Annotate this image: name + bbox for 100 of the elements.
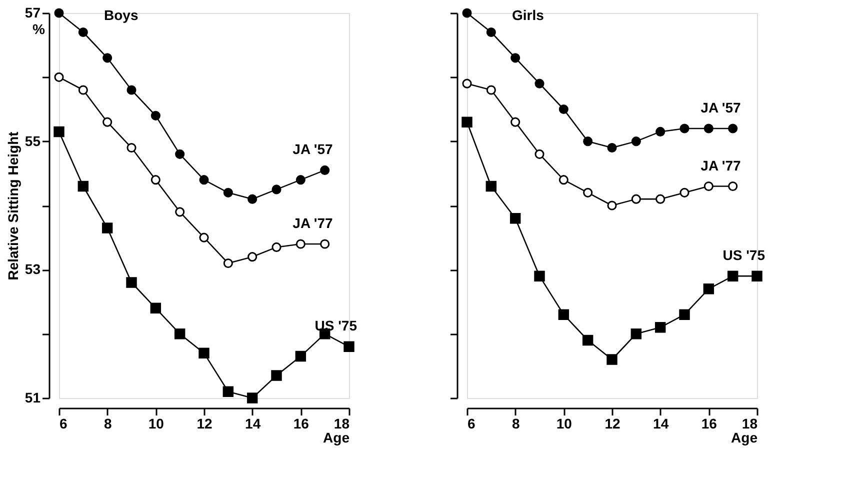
point [174, 328, 186, 340]
point [607, 200, 617, 210]
point [728, 124, 738, 134]
x-tick-label: 12 [604, 416, 620, 432]
point [679, 309, 690, 320]
y-tick-label: 57 [24, 4, 41, 20]
series-label: JA '57 [700, 100, 742, 116]
series-label: JA '57 [292, 141, 334, 158]
y-tick-label: 55 [24, 132, 41, 149]
point [703, 284, 714, 294]
point [102, 117, 112, 127]
point [630, 328, 642, 340]
point [54, 126, 64, 138]
x-tick-label: 14 [653, 416, 669, 432]
x-tick-label: 6 [468, 416, 476, 432]
point [486, 85, 496, 95]
point [606, 354, 618, 365]
point [486, 180, 497, 192]
point [272, 242, 282, 252]
point [656, 126, 666, 136]
point [199, 175, 209, 185]
point [198, 348, 210, 358]
point [248, 252, 258, 262]
x-tick-label: 10 [556, 416, 572, 432]
point [102, 53, 112, 63]
point [583, 136, 593, 146]
point [126, 85, 136, 95]
point [510, 117, 520, 127]
chart-title: Girls [512, 7, 544, 23]
point [656, 194, 666, 204]
x-axis-title: Age [731, 430, 758, 446]
point [704, 181, 714, 192]
x-tick-label: 10 [148, 416, 164, 432]
point [126, 142, 136, 153]
x-tick-label: 6 [60, 416, 68, 432]
point [150, 110, 160, 120]
x-tick-label: 8 [512, 416, 520, 432]
point [462, 116, 472, 128]
series-label: JA '77 [700, 157, 742, 174]
point [583, 188, 593, 198]
point [582, 334, 594, 346]
point [272, 184, 282, 194]
point [510, 212, 521, 224]
point [534, 270, 545, 282]
point [150, 175, 160, 185]
point [510, 53, 520, 63]
point [486, 27, 496, 38]
point [344, 341, 354, 352]
point [126, 277, 137, 288]
x-tick-label: 16 [293, 416, 310, 432]
point [558, 104, 568, 114]
y-axis-title: Relative Sitting Height [4, 131, 21, 280]
point [534, 78, 544, 88]
point [54, 72, 64, 82]
point [222, 386, 234, 397]
point [199, 232, 209, 242]
point [102, 222, 113, 234]
point [296, 239, 306, 249]
point [54, 8, 64, 18]
series-label: US '75 [722, 247, 766, 264]
point [175, 207, 185, 217]
chart-title: Boys [104, 7, 138, 23]
point [175, 149, 185, 159]
series-label: JA '77 [292, 215, 334, 231]
y-tick-label: 53 [24, 261, 41, 278]
point [631, 194, 641, 204]
point [728, 181, 738, 192]
x-tick-label: 18 [742, 416, 758, 432]
point [680, 124, 690, 134]
point [78, 27, 88, 38]
point [320, 165, 330, 175]
point [78, 85, 88, 95]
point [248, 194, 258, 204]
point [223, 258, 233, 268]
x-axis-title: Age [323, 430, 350, 446]
point [752, 270, 762, 282]
point [558, 175, 568, 185]
point [271, 370, 282, 381]
point [704, 124, 714, 134]
point [296, 175, 306, 185]
x-tick-label: 18 [334, 416, 350, 432]
point [654, 322, 666, 333]
point [462, 8, 472, 18]
point [295, 350, 306, 362]
text: % [32, 21, 46, 37]
point [462, 78, 472, 88]
point [223, 188, 233, 198]
x-tick-label: 14 [245, 416, 261, 432]
x-tick-label: 12 [196, 416, 212, 432]
x-tick-label: 16 [701, 416, 718, 432]
point [534, 149, 544, 159]
point [246, 392, 258, 404]
point [558, 309, 570, 320]
y-tick-label: 51 [24, 390, 41, 406]
point [607, 142, 617, 153]
point [727, 270, 738, 282]
x-tick-label: 8 [104, 416, 112, 432]
point [631, 136, 641, 146]
point [78, 180, 89, 192]
point [150, 302, 162, 314]
